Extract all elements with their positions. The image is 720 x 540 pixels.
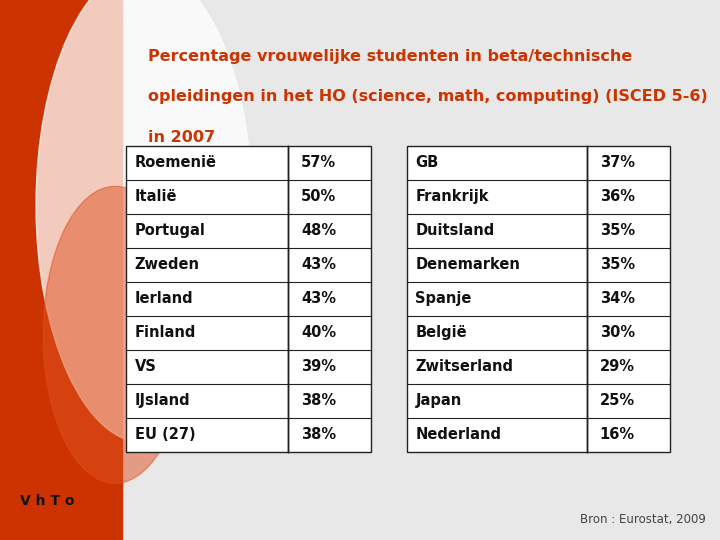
Text: Ierland: Ierland [135, 292, 193, 306]
Bar [0, 0, 122, 540]
Text: België: België [415, 326, 467, 340]
Text: 30%: 30% [600, 326, 635, 340]
Text: Frankrijk: Frankrijk [415, 190, 489, 204]
Text: Portugal: Portugal [135, 224, 205, 238]
Ellipse shape [36, 0, 252, 443]
Text: Spanje: Spanje [415, 292, 472, 306]
Text: 39%: 39% [301, 360, 336, 374]
Text: 36%: 36% [600, 190, 635, 204]
Text: EU (27): EU (27) [135, 428, 195, 442]
Text: opleidingen in het HO (science, math, computing) (ISCED 5-6): opleidingen in het HO (science, math, co… [148, 89, 707, 104]
Text: 48%: 48% [301, 224, 336, 238]
Text: 57%: 57% [301, 156, 336, 170]
Text: GB: GB [415, 156, 438, 170]
Text: Denemarken: Denemarken [415, 258, 521, 272]
Text: 35%: 35% [600, 258, 635, 272]
Text: Bron : Eurostat, 2009: Bron : Eurostat, 2009 [580, 514, 706, 526]
Text: Nederland: Nederland [415, 428, 501, 442]
Text: Zwitserland: Zwitserland [415, 360, 513, 374]
Text: 35%: 35% [600, 224, 635, 238]
Text: 38%: 38% [301, 428, 336, 442]
Text: 43%: 43% [301, 292, 336, 306]
Bar [126, 146, 371, 452]
Text: VS: VS [135, 360, 156, 374]
Text: Duitsland: Duitsland [415, 224, 495, 238]
Text: in 2007: in 2007 [148, 130, 215, 145]
Text: 43%: 43% [301, 258, 336, 272]
Text: 29%: 29% [600, 360, 635, 374]
Text: 50%: 50% [301, 190, 336, 204]
Text: Finland: Finland [135, 326, 196, 340]
Text: 38%: 38% [301, 394, 336, 408]
Bar [407, 146, 670, 452]
Text: V h T o: V h T o [19, 494, 74, 508]
Text: 25%: 25% [600, 394, 635, 408]
Text: 40%: 40% [301, 326, 336, 340]
Text: 34%: 34% [600, 292, 635, 306]
Text: Percentage vrouwelijke studenten in beta/technische: Percentage vrouwelijke studenten in beta… [148, 49, 632, 64]
Text: 16%: 16% [600, 428, 635, 442]
Text: 37%: 37% [600, 156, 635, 170]
Text: IJsland: IJsland [135, 394, 190, 408]
Text: Roemenië: Roemenië [135, 156, 217, 170]
Text: Zweden: Zweden [135, 258, 199, 272]
Text: Italië: Italië [135, 190, 177, 204]
Ellipse shape [43, 186, 187, 483]
Text: Japan: Japan [415, 394, 462, 408]
